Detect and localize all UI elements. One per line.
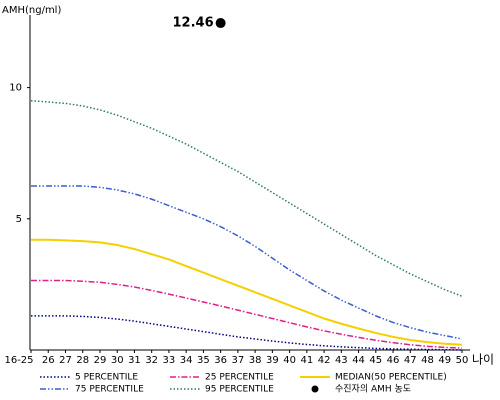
- x-tick-label: 32: [145, 355, 158, 366]
- x-tick-label: 42: [318, 355, 331, 366]
- series-line: [31, 238, 463, 346]
- series-line: [31, 315, 463, 351]
- x-tick-label: 28: [76, 355, 89, 366]
- legend-swatch: [311, 385, 319, 393]
- x-tick-label: 44: [352, 355, 365, 366]
- series-line: [31, 185, 463, 340]
- legend-label: 수진자의 AMH 농도: [335, 384, 411, 395]
- x-tick-label: 41: [300, 355, 313, 366]
- x-tick-label: 40: [283, 355, 296, 366]
- x-tick-label: 43: [335, 355, 348, 366]
- x-tick-label: 33: [163, 355, 176, 366]
- x-tick-label: 38: [249, 355, 262, 366]
- x-tick-label: 16-25: [4, 355, 33, 366]
- x-tick-label: 34: [180, 355, 193, 366]
- x-tick-label: 39: [266, 355, 279, 366]
- legend-label: MEDIAN(50 PERCENTILE): [335, 373, 447, 383]
- x-tick-label: 49: [438, 355, 451, 366]
- x-tick-label: 45: [369, 355, 382, 366]
- y-tick-label: 10: [9, 83, 22, 94]
- patient-value-label: 12.46: [173, 16, 214, 31]
- x-tick-label: 48: [421, 355, 434, 366]
- x-tick-label: 37: [232, 355, 245, 366]
- x-axis-label: 나이: [472, 353, 494, 367]
- legend-label: 95 PERCENTILE: [205, 385, 274, 395]
- y-axis-label: AMH(ng/ml): [2, 5, 61, 16]
- x-tick-label: 29: [94, 355, 107, 366]
- series-line: [31, 279, 463, 349]
- patient-point: [215, 18, 226, 29]
- x-tick-label: 47: [404, 355, 417, 366]
- y-tick-label: 5: [16, 214, 22, 225]
- x-tick-label: 36: [214, 355, 227, 366]
- legend-label: 75 PERCENTILE: [75, 385, 144, 395]
- x-tick-label: 30: [111, 355, 124, 366]
- x-tick-label: 35: [197, 355, 210, 366]
- legend-label: 5 PERCENTILE: [75, 373, 138, 383]
- series-line: [30, 99, 463, 297]
- x-tick-label: 27: [59, 355, 72, 366]
- x-tick-label: 46: [387, 355, 400, 366]
- x-tick-label: 26: [42, 355, 55, 366]
- x-tick-label: 50: [456, 355, 469, 366]
- x-tick-label: 31: [128, 355, 141, 366]
- legend-label: 25 PERCENTILE: [205, 373, 274, 383]
